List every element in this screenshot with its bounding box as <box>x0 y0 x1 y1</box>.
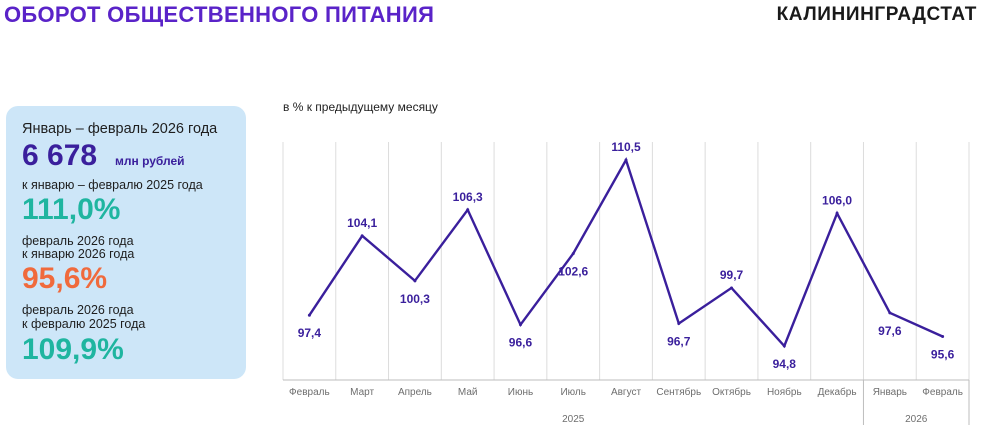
summary-amount: 6 678 <box>22 139 98 172</box>
data-label: 96,6 <box>509 336 533 350</box>
x-tick-label: Март <box>350 387 374 398</box>
x-tick-label: Сентябрь <box>656 386 701 398</box>
cmp1-caption: к январю – февралю 2025 года <box>22 178 203 192</box>
x-tick-label: Июль <box>560 387 586 398</box>
year-label: 2026 <box>905 414 928 425</box>
summary-panel: Январь – февраль 2026 года 6 678 млн руб… <box>6 106 246 379</box>
data-label: 100,3 <box>400 292 430 306</box>
data-point <box>360 234 364 238</box>
summary-amount-unit: млн рублей <box>115 154 185 168</box>
data-point <box>518 323 522 327</box>
data-label: 97,4 <box>298 326 322 340</box>
year-label: 2025 <box>562 414 585 425</box>
x-tick-label: Октябрь <box>712 386 751 398</box>
x-tick-label: Февраль <box>922 387 963 398</box>
x-tick-label: Январь <box>873 387 907 398</box>
data-label: 106,3 <box>453 190 483 204</box>
data-point <box>677 321 681 325</box>
cmp2-caption-line1: февраль 2026 года <box>22 234 134 248</box>
series-line <box>308 157 944 349</box>
data-point <box>466 208 470 212</box>
data-label: 94,8 <box>773 357 797 371</box>
cmp1-value: 111,0% <box>22 193 121 226</box>
data-point <box>835 211 839 215</box>
data-label: 96,7 <box>667 334 691 348</box>
data-label: 99,7 <box>720 268 744 282</box>
cmp3-caption-line1: февраль 2026 года <box>22 303 134 317</box>
x-tick-label: Ноябрь <box>767 386 802 398</box>
data-label: 95,6 <box>931 348 955 362</box>
x-tick-label: Апрель <box>398 387 432 398</box>
summary-period: Январь – февраль 2026 года <box>22 121 218 137</box>
cmp3-caption-line2: к февралю 2025 года <box>22 317 146 331</box>
data-point <box>624 158 628 162</box>
chart-subtitle: в % к предыдущему месяцу <box>283 100 438 114</box>
data-point <box>571 252 575 256</box>
x-tick-label: Июнь <box>508 387 533 398</box>
data-label: 104,1 <box>347 216 377 230</box>
x-tick-label: Май <box>458 387 478 398</box>
cmp2-value: 95,6% <box>22 262 108 295</box>
page-title: ОБОРОТ ОБЩЕСТВЕННОГО ПИТАНИЯ <box>4 2 435 27</box>
data-point <box>888 311 892 315</box>
x-tick-label: Февраль <box>289 387 330 398</box>
data-point <box>413 279 417 283</box>
data-point <box>307 313 311 317</box>
data-label: 102,6 <box>558 265 588 279</box>
cmp3-value: 109,9% <box>22 333 124 366</box>
x-tick-label: Август <box>611 387 642 398</box>
x-tick-label: Декабрь <box>818 386 857 398</box>
cmp2-caption-line2: к январю 2026 года <box>22 247 135 261</box>
data-label: 97,6 <box>878 324 902 338</box>
data-point <box>782 344 786 348</box>
data-point <box>730 286 734 290</box>
data-label: 110,5 <box>611 140 641 154</box>
data-point <box>941 335 945 339</box>
brand-logo: КАЛИНИНГРАДСТАТ <box>776 4 977 25</box>
data-label: 106,0 <box>822 193 852 207</box>
